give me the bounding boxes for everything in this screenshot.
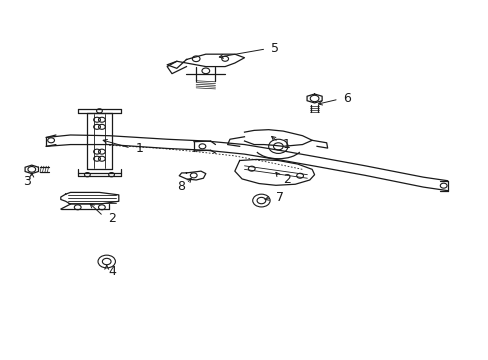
Text: 2: 2 (283, 173, 290, 186)
Text: 8: 8 (176, 180, 184, 193)
Text: 5: 5 (270, 42, 279, 55)
Text: 6: 6 (343, 92, 351, 105)
Text: 1: 1 (136, 142, 143, 155)
Text: 7: 7 (275, 190, 284, 203)
Text: 1: 1 (282, 138, 289, 151)
Text: 3: 3 (23, 175, 31, 188)
Text: 4: 4 (108, 265, 116, 278)
Text: 2: 2 (108, 212, 116, 225)
